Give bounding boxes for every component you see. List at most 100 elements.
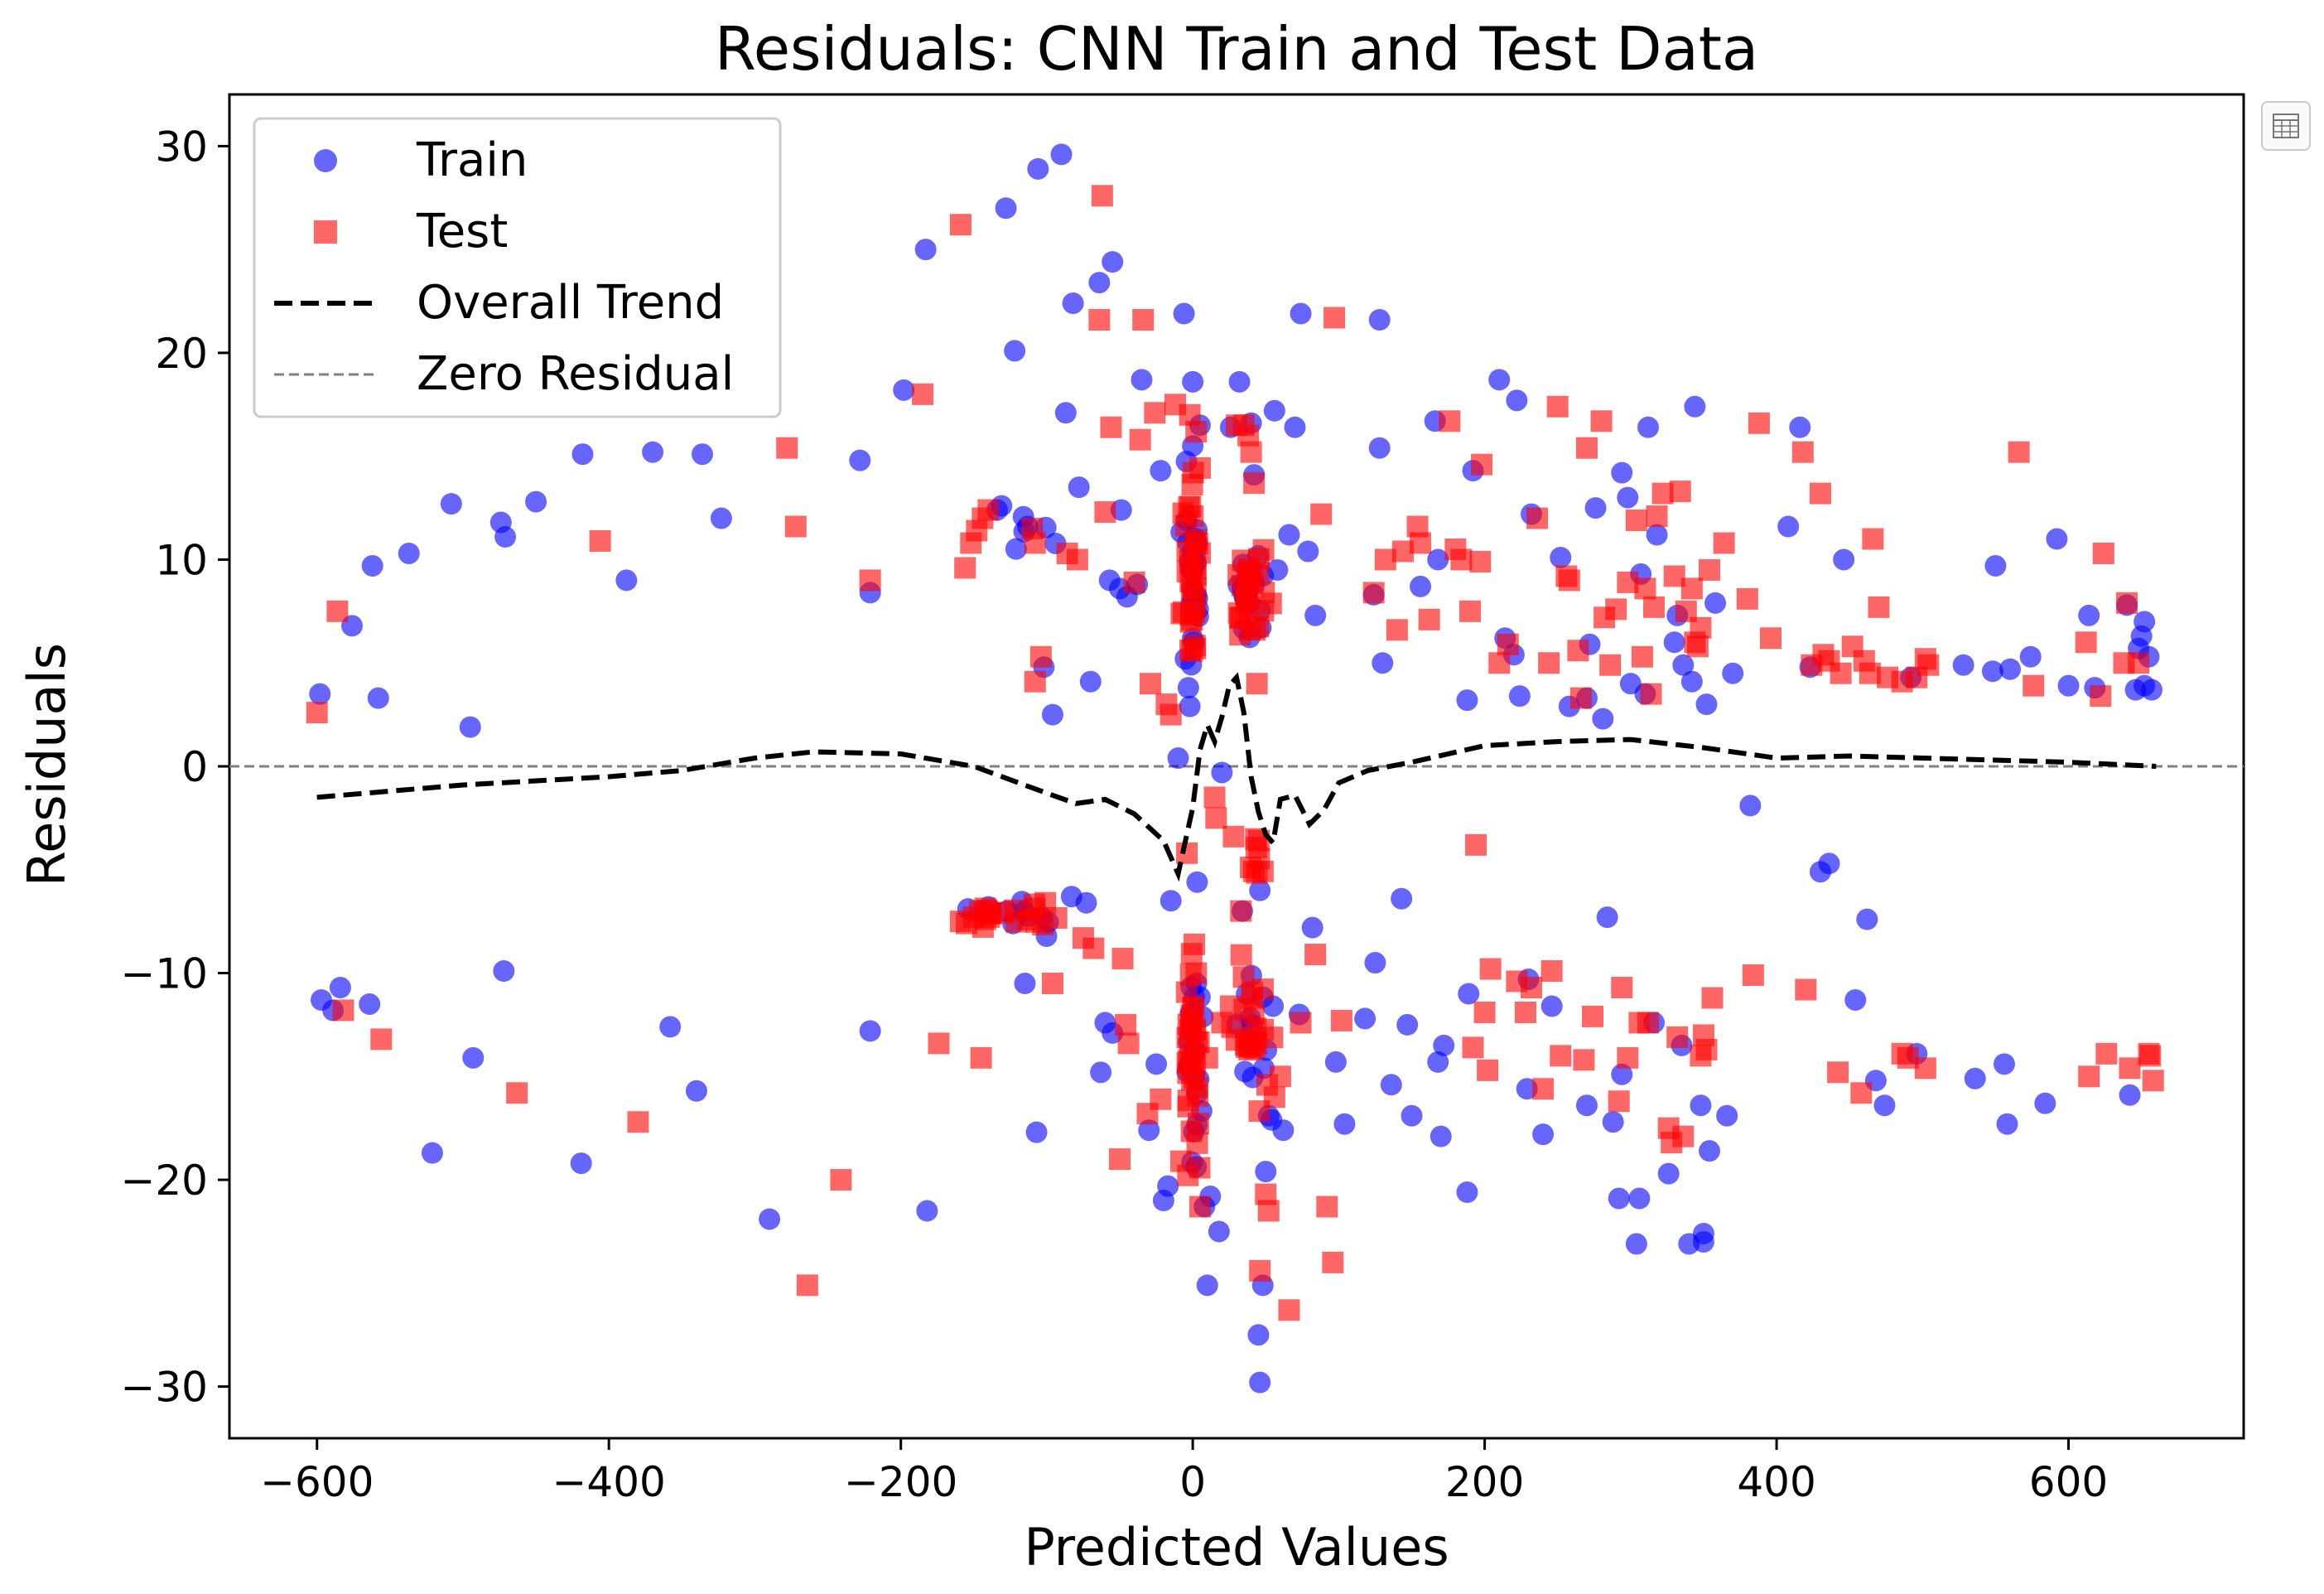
test-point bbox=[977, 499, 1000, 521]
train-point bbox=[459, 716, 481, 738]
test-point bbox=[1569, 687, 1592, 709]
plot-area bbox=[228, 93, 2245, 1440]
train-point bbox=[2134, 674, 2156, 697]
x-axis: −600 −400 −200 0 200 400 600 bbox=[260, 1438, 2108, 1506]
train-point bbox=[1333, 1113, 1356, 1135]
train-point bbox=[1177, 677, 1199, 699]
test-point bbox=[949, 214, 972, 236]
test-point bbox=[1330, 1009, 1352, 1031]
test-point bbox=[1698, 558, 1720, 581]
y-tick-label: −20 bbox=[120, 1157, 208, 1205]
test-point bbox=[1260, 592, 1282, 615]
train-point bbox=[2046, 528, 2068, 550]
test-point bbox=[1240, 441, 1262, 463]
test-point bbox=[1520, 977, 1542, 999]
train-point bbox=[1611, 1063, 1633, 1085]
train-point bbox=[1150, 460, 1172, 482]
test-point bbox=[1316, 1196, 1338, 1218]
train-point bbox=[1716, 1104, 1738, 1127]
test-point bbox=[1230, 900, 1252, 922]
train-point bbox=[1628, 1187, 1651, 1210]
train-point bbox=[995, 197, 1017, 220]
test-point bbox=[1590, 410, 1613, 432]
test-point bbox=[1862, 528, 1884, 550]
train-point bbox=[1297, 540, 1319, 563]
train-point bbox=[1255, 1161, 1277, 1183]
legend-key-train bbox=[314, 149, 337, 172]
train-point bbox=[1380, 1074, 1402, 1096]
test-point bbox=[1666, 1026, 1689, 1048]
x-tick-label: 400 bbox=[1737, 1458, 1815, 1506]
train-point bbox=[1506, 389, 1528, 412]
test-point bbox=[1241, 981, 1263, 1003]
train-point bbox=[329, 977, 351, 999]
y-tick-label: 30 bbox=[155, 123, 208, 171]
y-tick-label: 20 bbox=[155, 330, 208, 378]
test-point bbox=[1222, 825, 1245, 848]
test-point bbox=[1179, 550, 1201, 572]
train-point bbox=[2078, 604, 2100, 626]
train-point bbox=[1698, 1140, 1720, 1162]
train-point bbox=[1532, 1123, 1555, 1146]
test-point bbox=[1532, 1078, 1555, 1100]
train-point bbox=[1079, 670, 1102, 693]
test-point bbox=[1736, 587, 1758, 610]
train-point bbox=[2034, 1092, 2056, 1114]
train-point bbox=[1575, 1094, 1598, 1117]
train-point bbox=[309, 683, 331, 705]
legend-label: Train bbox=[416, 133, 528, 187]
train-point bbox=[1253, 1057, 1275, 1080]
test-point bbox=[1439, 410, 1461, 432]
train-point bbox=[1278, 524, 1300, 546]
train-point bbox=[571, 443, 594, 466]
train-point bbox=[1680, 670, 1703, 693]
test-point bbox=[1182, 461, 1204, 484]
test-point bbox=[589, 530, 611, 553]
train-point bbox=[570, 1152, 592, 1175]
test-point bbox=[1742, 964, 1764, 987]
train-point bbox=[691, 443, 713, 466]
test-point bbox=[1181, 608, 1203, 630]
test-point bbox=[1701, 987, 1724, 1009]
test-point bbox=[627, 1111, 649, 1133]
test-point bbox=[1672, 1125, 1695, 1147]
train-point bbox=[1062, 292, 1084, 315]
test-point bbox=[1246, 673, 1268, 695]
test-point bbox=[1830, 662, 1852, 684]
test-point bbox=[830, 1169, 852, 1191]
train-point bbox=[1993, 1053, 2015, 1075]
train-point bbox=[642, 441, 664, 463]
test-point bbox=[1140, 673, 1162, 695]
train-point bbox=[1508, 685, 1531, 708]
train-point bbox=[1167, 747, 1189, 770]
test-point bbox=[1024, 532, 1046, 554]
table-grid-icon[interactable] bbox=[2261, 101, 2311, 151]
train-point bbox=[1005, 538, 1027, 560]
train-point bbox=[361, 554, 383, 577]
test-point bbox=[970, 1046, 992, 1069]
train-point bbox=[1196, 1274, 1218, 1297]
test-point bbox=[1144, 402, 1166, 424]
train-point bbox=[1996, 1113, 2018, 1135]
train-point bbox=[2119, 1084, 2141, 1106]
test-point bbox=[1249, 1259, 1271, 1282]
train-point bbox=[1637, 416, 1659, 438]
train-point bbox=[1690, 1094, 1712, 1117]
test-point bbox=[1868, 596, 1890, 618]
test-point bbox=[1189, 1157, 1211, 1179]
train-point bbox=[1025, 1121, 1048, 1143]
test-point bbox=[1469, 550, 1492, 572]
test-point bbox=[1150, 1088, 1172, 1110]
test-point bbox=[1185, 529, 1208, 551]
test-point bbox=[1795, 978, 1817, 1001]
train-point bbox=[1391, 887, 1413, 910]
train-point bbox=[1050, 143, 1073, 166]
test-point bbox=[1605, 598, 1627, 621]
test-point bbox=[1115, 1013, 1137, 1036]
legend-label: Overall Trend bbox=[417, 276, 724, 330]
test-point bbox=[1176, 842, 1198, 864]
train-point bbox=[1075, 891, 1097, 914]
test-point bbox=[1477, 1059, 1499, 1081]
train-point bbox=[1249, 879, 1271, 901]
test-point bbox=[1550, 1045, 1572, 1067]
